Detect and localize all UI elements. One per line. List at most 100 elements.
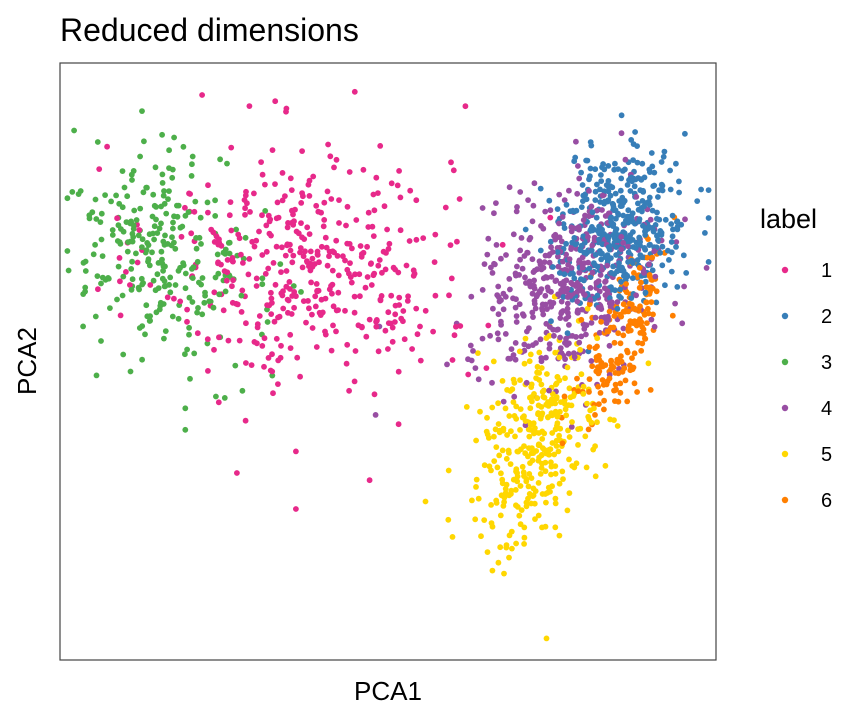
data-point-label-1 xyxy=(342,307,348,314)
data-point-label-1 xyxy=(409,346,415,352)
data-point-label-1 xyxy=(366,477,373,484)
data-point-label-2 xyxy=(656,187,662,194)
data-point-label-1 xyxy=(371,391,378,398)
data-point-label-5 xyxy=(515,448,522,455)
data-point-label-1 xyxy=(447,242,454,249)
data-point-label-5 xyxy=(565,427,571,434)
data-point-label-2 xyxy=(599,226,605,233)
data-point-label-3 xyxy=(216,291,223,298)
data-point-label-2 xyxy=(592,166,599,173)
data-point-label-1 xyxy=(262,270,269,277)
data-point-label-5 xyxy=(535,480,542,486)
data-point-label-3 xyxy=(262,208,269,214)
data-point-label-1 xyxy=(254,340,260,347)
data-point-label-1 xyxy=(242,417,249,424)
data-point-label-5 xyxy=(528,384,535,390)
data-point-label-5 xyxy=(577,425,584,432)
data-point-label-2 xyxy=(604,233,611,240)
data-point-label-2 xyxy=(613,226,620,233)
data-point-label-3 xyxy=(157,302,164,309)
data-point-label-1 xyxy=(285,297,292,304)
data-point-label-1 xyxy=(272,98,279,105)
data-point-label-6 xyxy=(575,388,582,394)
data-point-label-3 xyxy=(82,288,88,295)
data-point-label-6 xyxy=(631,270,637,276)
data-point-label-4 xyxy=(648,316,655,323)
data-point-label-1 xyxy=(456,196,463,202)
data-point-label-6 xyxy=(645,310,652,317)
data-point-label-2 xyxy=(628,257,635,264)
data-point-label-4 xyxy=(548,288,554,295)
data-point-label-4 xyxy=(587,285,594,291)
data-point-label-3 xyxy=(77,188,84,194)
data-point-label-4 xyxy=(514,204,520,210)
data-point-label-2 xyxy=(608,214,615,221)
data-point-label-3 xyxy=(233,226,240,233)
data-point-label-2 xyxy=(658,159,665,165)
data-point-label-3 xyxy=(94,139,101,145)
data-point-label-2 xyxy=(659,262,666,269)
data-point-label-6 xyxy=(611,313,618,319)
data-point-label-5 xyxy=(504,387,510,393)
data-point-label-4 xyxy=(523,379,530,386)
data-point-label-3 xyxy=(98,236,105,243)
data-point-label-6 xyxy=(653,288,660,295)
data-point-label-1 xyxy=(283,268,290,274)
data-point-label-1 xyxy=(396,302,403,308)
data-point-label-6 xyxy=(618,353,624,360)
data-point-label-1 xyxy=(184,318,190,325)
data-point-label-5 xyxy=(533,448,540,454)
data-point-label-5 xyxy=(513,540,519,547)
data-point-label-6 xyxy=(578,316,585,323)
data-point-label-1 xyxy=(225,337,232,344)
data-point-label-4 xyxy=(489,379,495,386)
data-point-label-1 xyxy=(242,211,248,218)
data-point-label-4 xyxy=(536,258,543,265)
data-point-label-6 xyxy=(636,284,643,291)
data-point-label-6 xyxy=(615,398,622,405)
data-point-label-2 xyxy=(612,190,619,197)
data-point-label-6 xyxy=(648,299,655,305)
data-point-label-3 xyxy=(226,239,233,246)
data-point-label-1 xyxy=(294,354,301,361)
data-point-label-1 xyxy=(264,302,270,308)
data-point-label-3 xyxy=(99,274,106,281)
data-point-label-3 xyxy=(172,245,179,252)
data-point-label-6 xyxy=(597,390,604,396)
data-point-label-1 xyxy=(266,230,273,237)
data-point-label-1 xyxy=(184,306,191,313)
data-point-label-1 xyxy=(265,212,272,219)
data-point-label-2 xyxy=(563,240,569,247)
data-point-label-3 xyxy=(139,244,145,251)
data-point-label-2 xyxy=(617,286,624,293)
data-point-label-3 xyxy=(182,285,189,292)
data-point-label-6 xyxy=(585,426,592,433)
data-point-label-3 xyxy=(115,263,122,270)
data-point-label-3 xyxy=(99,253,106,259)
data-point-label-4 xyxy=(583,331,589,338)
data-point-label-4 xyxy=(512,356,519,363)
data-point-label-1 xyxy=(432,292,439,299)
data-point-label-3 xyxy=(166,188,172,195)
data-point-label-4 xyxy=(525,280,532,286)
data-point-label-3 xyxy=(166,147,173,154)
data-point-label-3 xyxy=(167,274,174,281)
data-point-label-1 xyxy=(226,212,233,219)
data-point-label-3 xyxy=(120,273,127,280)
data-point-label-3 xyxy=(277,261,284,267)
data-point-label-2 xyxy=(569,239,576,246)
data-point-label-3 xyxy=(98,210,105,217)
data-point-label-1 xyxy=(309,311,315,318)
data-point-label-2 xyxy=(604,252,611,258)
data-point-label-5 xyxy=(564,364,571,371)
data-point-label-5 xyxy=(485,435,492,441)
data-point-label-1 xyxy=(282,252,289,259)
data-point-label-5 xyxy=(566,385,573,392)
data-point-label-4 xyxy=(562,356,568,362)
data-point-label-4 xyxy=(614,299,621,305)
data-point-label-1 xyxy=(377,143,384,149)
data-point-label-2 xyxy=(624,273,631,280)
data-point-label-1 xyxy=(171,295,177,302)
data-point-label-3 xyxy=(139,356,146,363)
data-point-label-1 xyxy=(405,293,411,300)
